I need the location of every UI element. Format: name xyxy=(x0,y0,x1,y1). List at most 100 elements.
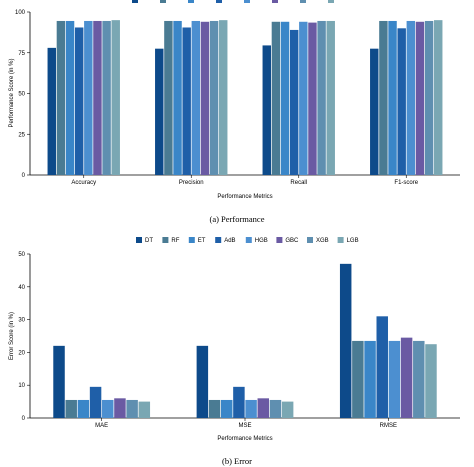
bar-rf-accuracy xyxy=(56,20,66,176)
bar-adb-accuracy xyxy=(74,27,84,175)
legend-label-adb: AdB xyxy=(224,238,235,244)
legend-swatch-et xyxy=(188,0,194,3)
bar-adb-mse xyxy=(233,386,245,418)
y-tick-label: 75 xyxy=(18,51,25,57)
error-chart: DT RF ET AdB HGB GBC XGB LGB 0 10 20 30 40 50 MAE MSE… xyxy=(9,237,460,466)
y-tick-label: 50 xyxy=(18,252,25,258)
bar-lgb-recall xyxy=(326,20,335,176)
error-caption: (b) Error xyxy=(222,456,252,466)
legend-label-xgb: XGB xyxy=(316,238,329,244)
x-tick-label: RMSE xyxy=(380,423,397,429)
bar-et-f1-score xyxy=(388,20,397,176)
error-legend: DT RF ET AdB HGB GBC XGB LGB xyxy=(136,237,359,244)
bar-rf-mse xyxy=(208,399,221,418)
bar-xgb-accuracy xyxy=(102,20,111,176)
legend-label-lgb: LGB xyxy=(347,238,359,244)
bar-hgb-rmse xyxy=(388,340,401,418)
bar-rf-rmse xyxy=(352,340,364,418)
performance-bars xyxy=(47,20,443,176)
bar-gbc-recall xyxy=(308,22,317,175)
bar-gbc-mse xyxy=(257,398,270,418)
bar-rf-f1-score xyxy=(379,20,388,176)
legend-label-dt: DT xyxy=(145,238,153,244)
bar-gbc-rmse xyxy=(400,337,413,418)
legend-label-gbc: GBC xyxy=(285,238,299,244)
x-tick-label: Precision xyxy=(179,180,204,186)
bar-et-accuracy xyxy=(65,20,75,176)
bar-adb-recall xyxy=(289,29,299,176)
bar-rf-recall xyxy=(271,21,281,176)
legend-label-hgb: HGB xyxy=(255,238,268,244)
performance-x-ticks: Accuracy Precision Recall F1-score xyxy=(71,175,419,186)
bar-xgb-rmse xyxy=(413,340,425,418)
performance-chart: 0 25 50 75 100 Accuracy Precision Recall F1-sco… xyxy=(9,0,460,224)
legend-swatch-dt xyxy=(136,237,142,243)
legend-swatch-gbc xyxy=(272,0,278,3)
y-tick-label: 30 xyxy=(18,318,25,324)
bar-lgb-precision xyxy=(219,20,228,176)
error-y-axis-label: Error Score (in %) xyxy=(9,312,15,360)
bar-et-precision xyxy=(173,20,182,176)
y-tick-label: 40 xyxy=(18,285,25,291)
bar-rf-mae xyxy=(65,399,77,418)
y-tick-label: 20 xyxy=(18,350,25,356)
y-tick-label: 100 xyxy=(15,10,26,16)
legend-swatch-xgb xyxy=(307,237,313,243)
legend-label-rf: RF xyxy=(171,238,179,244)
bar-dt-mae xyxy=(53,345,65,418)
legend-swatch-et xyxy=(188,237,195,243)
bar-lgb-f1-score xyxy=(434,20,443,176)
x-tick-label: F1-score xyxy=(394,180,418,186)
bar-xgb-mse xyxy=(269,399,282,418)
legend-swatch-lgb xyxy=(328,0,334,3)
bar-et-recall xyxy=(280,21,290,176)
error-x-axis-label: Performance Metrics xyxy=(217,436,272,442)
bar-xgb-mae xyxy=(126,399,138,418)
x-tick-label: MSE xyxy=(238,423,251,429)
bar-dt-precision xyxy=(155,48,164,175)
bar-adb-f1-score xyxy=(397,28,406,175)
bar-dt-rmse xyxy=(339,263,352,418)
bar-xgb-recall xyxy=(317,20,326,176)
performance-caption: (a) Performance xyxy=(210,214,265,224)
bar-hgb-f1-score xyxy=(406,20,416,176)
x-tick-label: MAE xyxy=(95,423,108,429)
bar-adb-rmse xyxy=(376,316,388,418)
bar-et-mae xyxy=(77,399,90,418)
bar-hgb-mae xyxy=(102,399,114,418)
bar-gbc-f1-score xyxy=(415,21,425,176)
bar-et-rmse xyxy=(364,340,376,418)
legend-swatch-adb xyxy=(215,237,222,243)
legend-swatch-hgb xyxy=(245,237,252,243)
legend-swatch-lgb xyxy=(337,237,344,243)
error-bars xyxy=(53,263,437,418)
performance-legend xyxy=(132,0,334,3)
legend-swatch-rf xyxy=(162,237,169,243)
bar-hgb-recall xyxy=(299,21,308,176)
bar-lgb-mae xyxy=(138,401,151,418)
bar-lgb-accuracy xyxy=(111,20,120,176)
error-x-ticks: MAE MSE RMSE xyxy=(95,418,397,429)
legend-swatch-adb xyxy=(216,0,222,3)
x-tick-label: Recall xyxy=(290,180,307,186)
bar-gbc-accuracy xyxy=(93,20,102,176)
bar-et-mse xyxy=(220,399,233,418)
y-tick-label: 0 xyxy=(22,173,26,179)
bar-rf-precision xyxy=(164,20,173,176)
legend-label-et: ET xyxy=(198,238,206,244)
y-tick-label: 25 xyxy=(18,132,25,138)
bar-hgb-mse xyxy=(245,399,257,418)
legend-swatch-dt xyxy=(132,0,138,3)
bar-lgb-mse xyxy=(281,401,294,418)
bar-lgb-rmse xyxy=(425,344,437,418)
x-tick-label: Accuracy xyxy=(71,180,96,186)
bar-adb-mae xyxy=(89,386,102,418)
error-y-ticks: 0 10 20 30 40 50 xyxy=(18,252,30,422)
bar-dt-mse xyxy=(196,345,209,418)
bar-gbc-precision xyxy=(200,21,210,176)
y-tick-label: 10 xyxy=(18,383,25,389)
bar-adb-precision xyxy=(182,27,191,175)
legend-swatch-hgb xyxy=(244,0,250,3)
bar-dt-accuracy xyxy=(47,47,56,175)
